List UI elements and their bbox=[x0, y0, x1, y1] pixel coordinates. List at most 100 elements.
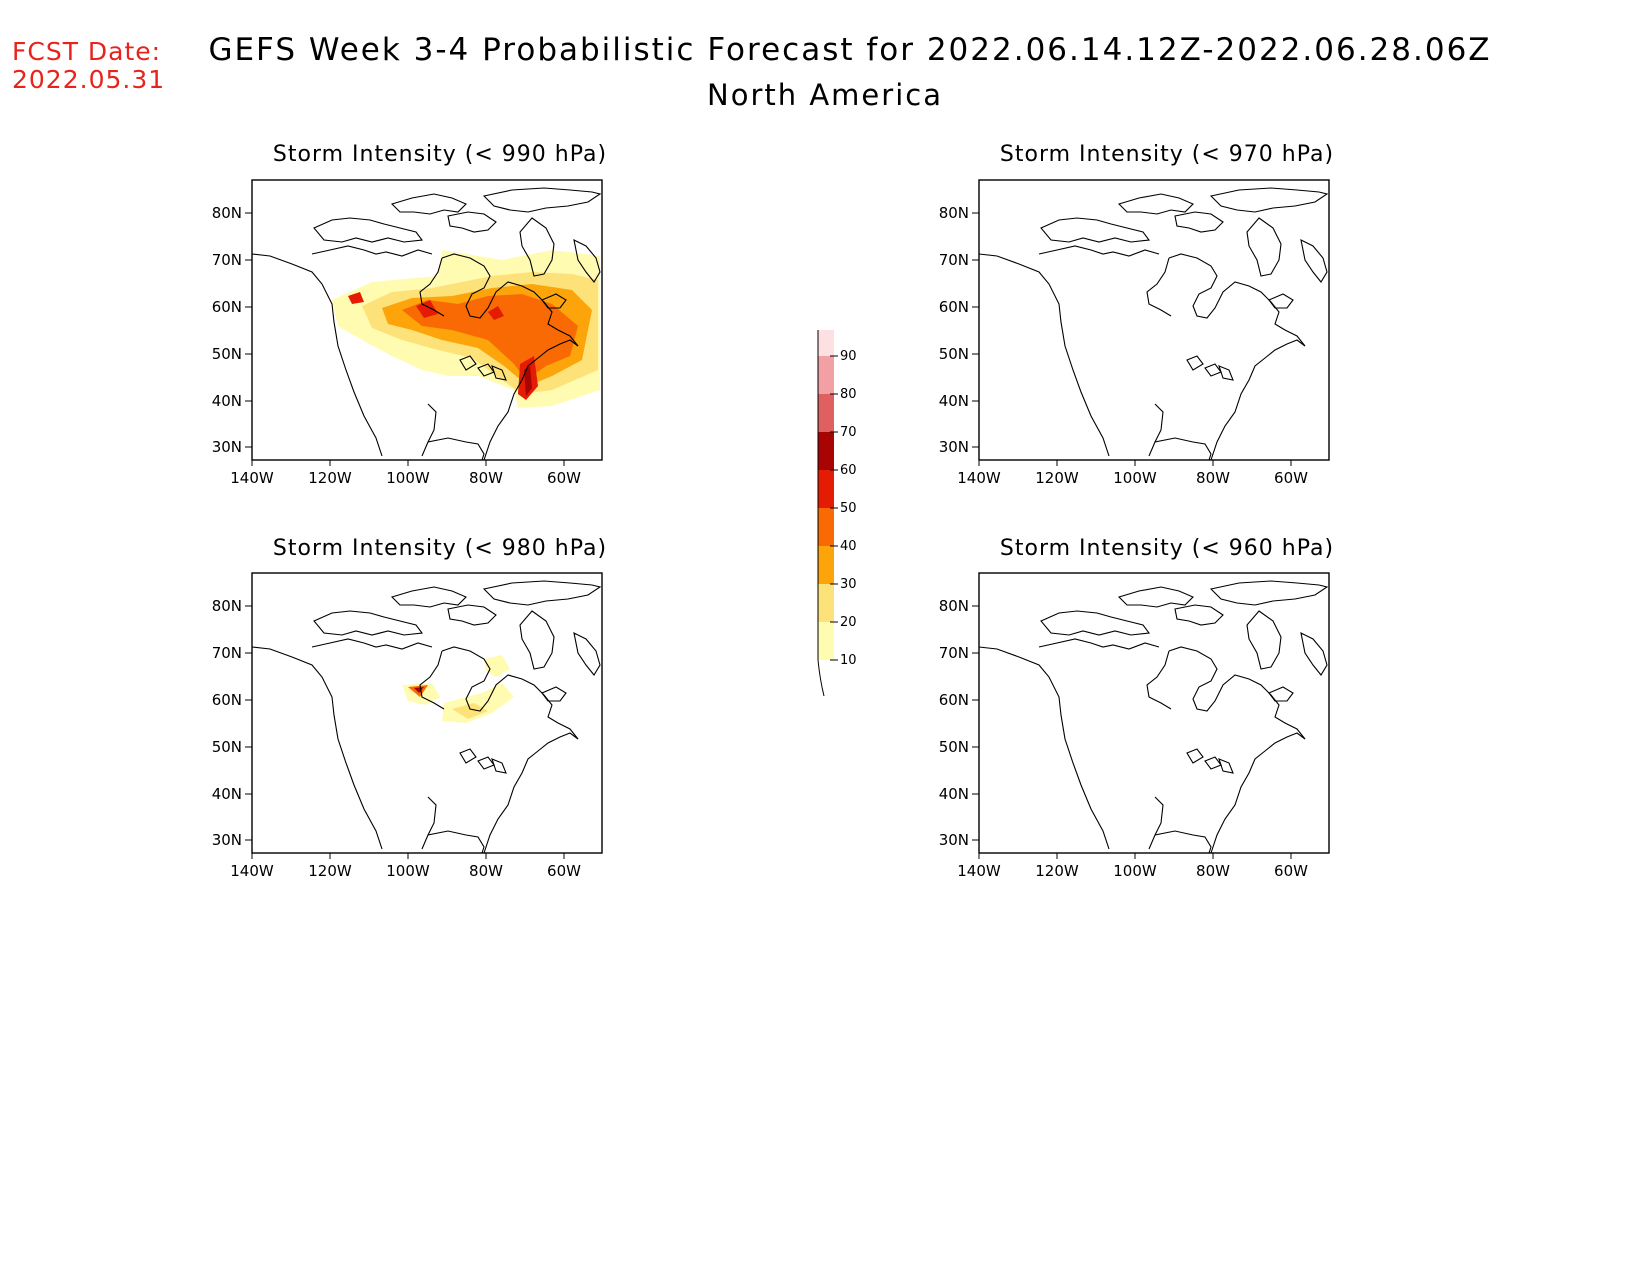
coastline bbox=[1040, 217, 1151, 243]
colorbar-tick-label: 10 bbox=[840, 653, 857, 668]
lat-tick-label: 70N bbox=[939, 644, 969, 662]
coastline bbox=[251, 253, 383, 457]
coastline bbox=[1146, 257, 1172, 317]
colorbar-segment bbox=[818, 470, 834, 508]
coastline bbox=[1168, 253, 1306, 347]
fcst-date-block: FCST Date: 2022.05.31 bbox=[12, 38, 165, 94]
lat-tick-label: 70N bbox=[212, 644, 242, 662]
lon-tick-label: 100W bbox=[1113, 469, 1157, 487]
lat-tick-label: 30N bbox=[939, 831, 969, 849]
colorbar-segment bbox=[818, 330, 834, 356]
coastline bbox=[419, 650, 445, 710]
colorbar-tick-label: 80 bbox=[840, 387, 857, 402]
coastline bbox=[390, 193, 467, 215]
coastline bbox=[421, 830, 485, 854]
probability-shading bbox=[452, 703, 488, 719]
fcst-date-value: 2022.05.31 bbox=[12, 65, 166, 94]
lon-tick-label: 60W bbox=[1274, 469, 1308, 487]
coastline bbox=[1268, 686, 1294, 702]
coastline bbox=[1246, 217, 1282, 277]
coastline bbox=[1148, 830, 1212, 854]
probability-shading bbox=[416, 300, 438, 318]
colorbar-segment bbox=[818, 394, 834, 432]
colorbar-tick-label: 20 bbox=[840, 615, 857, 630]
coastline bbox=[441, 646, 579, 740]
map-frame-group: 80N 70N 60N 50N 40N 30N 140W 120W 100W 80W 60W bbox=[939, 179, 1330, 487]
lon-tick-label: 120W bbox=[308, 862, 352, 880]
colorbar-tick-label: 30 bbox=[840, 577, 857, 592]
lat-tick-label: 60N bbox=[939, 691, 969, 709]
panel-title-970: Storm Intensity (< 970 hPa) bbox=[999, 142, 1335, 167]
page-title: GEFS Week 3-4 Probabilistic Forecast for… bbox=[208, 32, 1492, 68]
probability-shading bbox=[484, 655, 510, 677]
lon-tick-label: 140W bbox=[957, 469, 1001, 487]
map-frame-group: 80N 70N 60N 50N 40N 30N 140W 120W 100W 80W 60W bbox=[212, 572, 603, 880]
lon-tick-label: 120W bbox=[1035, 862, 1079, 880]
lat-tick-label: 40N bbox=[212, 392, 242, 410]
lon-tick-label: 60W bbox=[547, 862, 581, 880]
coastline bbox=[491, 365, 507, 381]
colorbar-tail bbox=[817, 659, 825, 697]
map-frame-group: 80N 70N 60N 50N 40N 30N 140W 120W 100W 80W 60W bbox=[212, 179, 603, 487]
coastline bbox=[519, 217, 555, 277]
coastline bbox=[1148, 437, 1212, 461]
coastline bbox=[311, 245, 433, 257]
coastline bbox=[483, 732, 579, 854]
lon-tick-label: 140W bbox=[957, 862, 1001, 880]
coastline bbox=[1154, 796, 1164, 836]
coastline bbox=[573, 632, 601, 676]
coastline bbox=[1300, 239, 1328, 283]
map-frame-group: 80N 70N 60N 50N 40N 30N 140W 120W 100W 80W 60W bbox=[939, 572, 1330, 880]
coastline bbox=[251, 646, 383, 850]
coastline bbox=[978, 646, 1110, 850]
coastline bbox=[1186, 355, 1204, 371]
coastline bbox=[1038, 245, 1160, 257]
coastline bbox=[1174, 604, 1224, 626]
coastline bbox=[482, 187, 602, 213]
colorbar-tick-label: 70 bbox=[840, 425, 857, 440]
coastline bbox=[1117, 586, 1194, 608]
coastline bbox=[1186, 748, 1204, 764]
coastline bbox=[1117, 193, 1194, 215]
coastline bbox=[447, 604, 497, 626]
lat-tick-label: 30N bbox=[212, 831, 242, 849]
lon-tick-label: 80W bbox=[1196, 862, 1230, 880]
lon-tick-label: 140W bbox=[230, 862, 274, 880]
colorbar-segment bbox=[818, 546, 834, 584]
colorbar-tick-label: 90 bbox=[840, 349, 857, 364]
lon-tick-label: 60W bbox=[547, 469, 581, 487]
lat-tick-label: 40N bbox=[212, 785, 242, 803]
lat-tick-label: 80N bbox=[939, 597, 969, 615]
lat-tick-label: 70N bbox=[212, 251, 242, 269]
lat-tick-label: 50N bbox=[939, 738, 969, 756]
colorbar-segment bbox=[818, 584, 834, 622]
panel-title-980: Storm Intensity (< 980 hPa) bbox=[272, 536, 608, 561]
lon-tick-label: 120W bbox=[1035, 469, 1079, 487]
coastline bbox=[1038, 638, 1160, 650]
panel-title-960: Storm Intensity (< 960 hPa) bbox=[999, 536, 1335, 561]
lon-tick-label: 100W bbox=[386, 469, 430, 487]
lon-tick-label: 60W bbox=[1274, 862, 1308, 880]
coastline bbox=[1146, 650, 1172, 710]
map-frame bbox=[251, 179, 603, 461]
lon-tick-label: 100W bbox=[1113, 862, 1157, 880]
map-frame bbox=[978, 179, 1330, 461]
lat-tick-label: 80N bbox=[212, 204, 242, 222]
coastline bbox=[573, 239, 601, 283]
coastline bbox=[1218, 758, 1234, 774]
coastline bbox=[441, 253, 579, 347]
coastline bbox=[459, 748, 477, 764]
colorbar-segment bbox=[818, 356, 834, 394]
coastline bbox=[519, 610, 555, 670]
lat-tick-label: 60N bbox=[212, 298, 242, 316]
lat-tick-label: 50N bbox=[939, 345, 969, 363]
fcst-date-label: FCST Date: bbox=[12, 37, 162, 66]
lat-tick-label: 60N bbox=[939, 298, 969, 316]
coastline bbox=[313, 610, 424, 636]
region-subtitle: North America bbox=[707, 78, 943, 112]
colorbar-segment bbox=[818, 432, 834, 470]
map-panel-990: 80N 70N 60N 50N 40N 30N 140W 120W 100W 80W 60W bbox=[212, 179, 603, 487]
lat-tick-label: 60N bbox=[212, 691, 242, 709]
lat-tick-label: 40N bbox=[939, 785, 969, 803]
lat-tick-label: 70N bbox=[939, 251, 969, 269]
